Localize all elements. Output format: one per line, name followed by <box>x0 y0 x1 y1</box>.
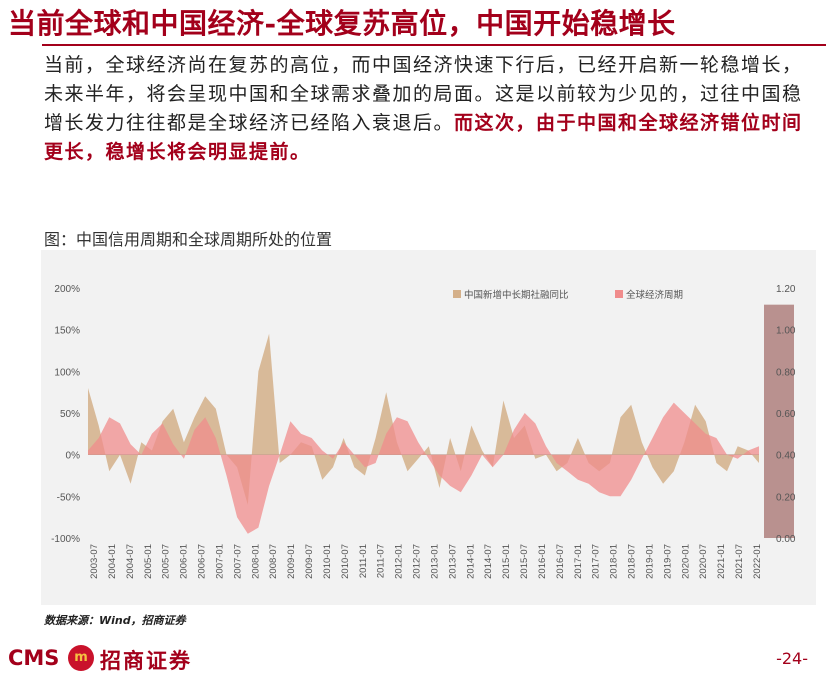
x-axis-tick-label: 2020-07 <box>698 544 709 579</box>
x-axis-tick-label: 2018-01 <box>609 544 620 579</box>
x-axis-tick-label: 2016-07 <box>555 544 566 579</box>
x-axis-tick-label: 2014-01 <box>465 544 476 579</box>
x-axis-tick-label: 2009-01 <box>286 544 297 579</box>
x-axis-tick-label: 2018-07 <box>627 544 638 579</box>
x-axis-tick-label: 2012-01 <box>394 544 405 579</box>
x-axis-tick-label: 2020-01 <box>680 544 691 579</box>
x-axis-tick-label: 2013-01 <box>430 544 441 579</box>
chart-panel: 200% 150% 100% 50% 0% -50% -100% 1.20 1.00 0.80 0.… <box>41 250 816 605</box>
legend-label: 中国新增中长期社融同比 <box>464 289 569 301</box>
left-axis-tick-label: 50% <box>60 409 80 420</box>
company-logo-text: CMS <box>8 646 60 670</box>
body-text-normal: 当前，全球经济尚在复苏的高位，而中国经济快速下行后，已经开启新一轮稳增长，未来半… <box>44 54 803 134</box>
x-axis-tick-label: 2022-01 <box>752 544 763 579</box>
x-axis-tick-label: 2005-07 <box>161 544 172 579</box>
x-axis-tick-label: 2019-01 <box>645 544 656 579</box>
x-axis-tick-label: 2021-07 <box>734 544 745 579</box>
page-title: 当前全球和中国经济-全球复苏高位，中国开始稳增长 <box>8 7 676 40</box>
chart-svg: 200% 150% 100% 50% 0% -50% -100% 1.20 1.00 0.80 0.… <box>51 284 796 579</box>
left-axis-tick-label: -100% <box>51 534 80 545</box>
legend-swatch <box>453 290 461 298</box>
x-axis-tick-label: 2017-01 <box>573 544 584 579</box>
company-name: 招商证券 <box>100 648 192 673</box>
left-axis-tick-label: 200% <box>54 284 80 295</box>
chart-caption: 图：中国信用周期和全球周期所处的位置 <box>44 230 333 249</box>
x-axis-tick-label: 2005-01 <box>143 544 154 579</box>
x-axis-tick-label: 2017-07 <box>591 544 602 579</box>
series-area-global-cycle <box>88 402 759 534</box>
right-axis-tick-label: 1.20 <box>776 284 796 295</box>
legend-swatch <box>615 290 623 298</box>
x-axis-tick-label: 2007-01 <box>214 544 225 579</box>
x-axis-tick-label: 2006-01 <box>179 544 190 579</box>
x-axis-tick-label: 2003-07 <box>89 544 100 579</box>
highlight-bar <box>764 304 794 538</box>
body-paragraph: 当前，全球经济尚在复苏的高位，而中国经济快速下行后，已经开启新一轮稳增长，未来半… <box>44 51 814 167</box>
legend-label: 全球经济周期 <box>626 289 683 301</box>
left-axis-tick-label: -50% <box>57 492 80 503</box>
x-axis-tick-label: 2010-01 <box>322 544 333 579</box>
right-axis-tick-label: 0.80 <box>776 367 796 378</box>
x-axis-tick-label: 2010-07 <box>340 544 351 579</box>
x-axis-tick-label: 2011-01 <box>358 544 369 578</box>
right-axis-tick-label: 0.40 <box>776 451 796 462</box>
page-number: -24- <box>776 649 808 668</box>
series-area-china-credit <box>88 333 759 505</box>
x-axis-tick-label: 2015-07 <box>519 544 530 579</box>
x-axis-tick-label: 2015-01 <box>501 544 512 579</box>
right-axis-tick-label: 0.20 <box>776 492 796 503</box>
x-axis-tick-label: 2012-07 <box>412 544 423 579</box>
left-axis-tick-label: 0% <box>66 451 81 462</box>
x-axis-tick-label: 2016-01 <box>537 544 548 579</box>
x-axis-tick-label: 2021-01 <box>716 544 727 579</box>
data-source: 数据来源：Wind，招商证券 <box>44 614 186 627</box>
x-axis-tick-label: 2019-07 <box>662 544 673 579</box>
body-text-emphasis: 而这次，由于中国和全球经济错位时间更长，稳增长将会明显提前。 <box>44 112 803 163</box>
x-axis-tick-label: 2006-07 <box>197 544 208 579</box>
x-axis-tick-label: 2007-07 <box>232 544 243 579</box>
left-axis-tick-label: 150% <box>54 326 80 337</box>
x-axis-tick-label: 2011-07 <box>376 544 387 578</box>
right-axis-tick-label: 0.60 <box>776 409 796 420</box>
x-axis-tick-label: 2009-07 <box>304 544 315 579</box>
x-axis-tick-label: 2004-07 <box>125 544 136 579</box>
right-axis-tick-label: 1.00 <box>776 326 796 337</box>
title-divider <box>42 44 826 46</box>
x-axis-tick-label: 2004-01 <box>107 544 118 579</box>
x-axis-tick-label: 2008-07 <box>268 544 279 579</box>
right-axis-tick-label: 0.00 <box>776 534 796 545</box>
x-axis-tick-label: 2008-01 <box>250 544 261 579</box>
x-axis-tick-label: 2013-07 <box>447 544 458 579</box>
left-axis-tick-label: 100% <box>54 367 80 378</box>
company-logo-icon: m <box>68 645 94 671</box>
x-axis-tick-label: 2014-07 <box>483 544 494 579</box>
